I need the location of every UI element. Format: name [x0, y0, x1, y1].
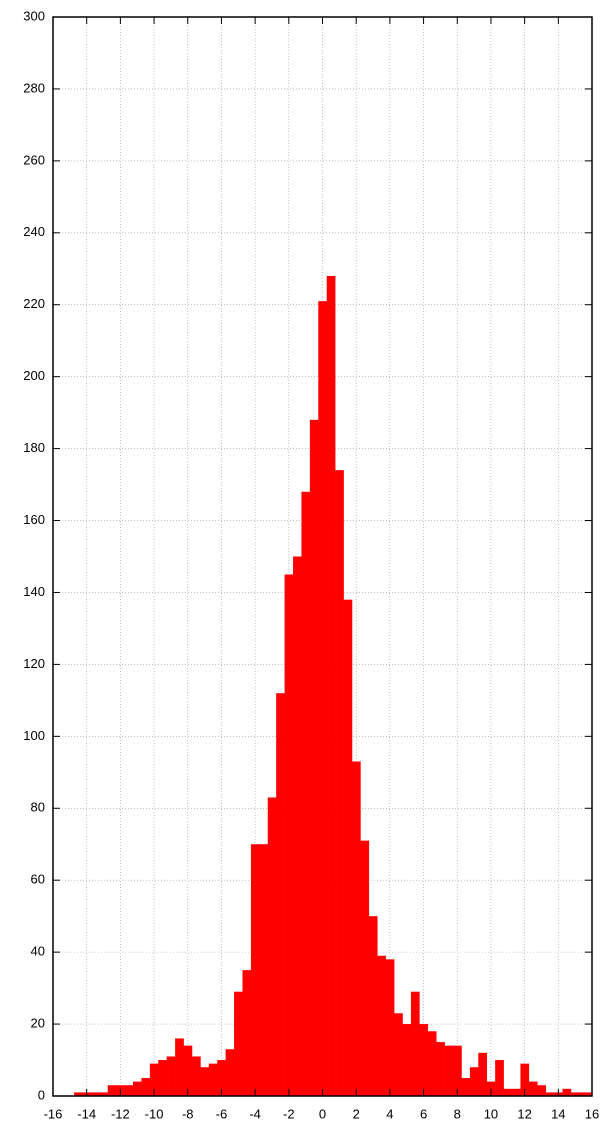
x-tick-label: 8: [454, 1106, 461, 1121]
bar: [124, 1085, 134, 1096]
bar: [545, 1092, 555, 1096]
bar: [166, 1056, 176, 1096]
x-tick-label: -10: [145, 1106, 164, 1121]
bar: [469, 1067, 479, 1096]
y-tick-label: 300: [23, 8, 45, 23]
y-tick-label: 280: [23, 80, 45, 95]
x-tick-label: 16: [585, 1106, 599, 1121]
bar: [175, 1038, 184, 1096]
bar: [335, 470, 344, 1096]
bar: [107, 1085, 117, 1096]
x-tick-label: -8: [182, 1106, 194, 1121]
bar: [579, 1092, 589, 1096]
y-tick-label: 240: [23, 224, 45, 239]
bar: [309, 419, 319, 1096]
bar: [74, 1092, 83, 1096]
bar: [461, 1078, 471, 1096]
x-tick-label: -6: [216, 1106, 228, 1121]
y-tick-label: 200: [23, 368, 45, 383]
bar: [284, 574, 294, 1096]
bar: [351, 761, 361, 1096]
bar: [326, 275, 336, 1096]
ticks: 0204060801001201401601802002202402602803…: [23, 8, 599, 1121]
bars: [74, 275, 592, 1096]
bar: [225, 1049, 235, 1096]
x-tick-label: 10: [484, 1106, 498, 1121]
bar: [234, 991, 243, 1096]
y-tick-label: 140: [23, 584, 45, 599]
bar: [191, 1056, 201, 1096]
bar: [259, 844, 269, 1096]
bar: [360, 840, 370, 1096]
bar: [453, 1045, 462, 1096]
bar: [293, 556, 302, 1096]
bar: [503, 1088, 513, 1096]
bar: [570, 1092, 580, 1096]
bar: [537, 1085, 546, 1096]
x-tick-label: 12: [517, 1106, 531, 1121]
bar: [427, 1031, 437, 1096]
bar: [267, 797, 277, 1096]
bar: [368, 916, 378, 1096]
y-tick-label: 20: [31, 1016, 45, 1031]
bar: [208, 1063, 218, 1096]
y-tick-label: 40: [31, 944, 45, 959]
y-tick-label: 120: [23, 656, 45, 671]
bar: [562, 1088, 572, 1096]
bar: [133, 1081, 142, 1096]
bar: [520, 1063, 530, 1096]
bar: [511, 1088, 521, 1096]
bar: [486, 1081, 496, 1096]
y-tick-label: 160: [23, 512, 45, 527]
bar: [301, 491, 311, 1096]
y-tick-label: 60: [31, 872, 45, 887]
bar: [217, 1060, 226, 1096]
x-tick-label: -2: [283, 1106, 295, 1121]
bar: [318, 301, 328, 1096]
y-tick-label: 180: [23, 440, 45, 455]
bar: [276, 693, 285, 1096]
x-tick-label: 14: [551, 1106, 565, 1121]
y-tick-label: 260: [23, 152, 45, 167]
bar: [141, 1078, 151, 1096]
bar: [158, 1060, 167, 1096]
x-tick-label: -16: [44, 1106, 63, 1121]
bar: [200, 1067, 210, 1096]
bar: [419, 1024, 429, 1096]
bar: [377, 955, 386, 1096]
bar: [587, 1092, 592, 1096]
bar: [183, 1045, 193, 1096]
bar: [385, 959, 395, 1096]
bar: [90, 1092, 100, 1096]
bar: [343, 599, 353, 1096]
x-tick-label: -14: [77, 1106, 96, 1121]
x-tick-label: -4: [249, 1106, 261, 1121]
bar: [242, 970, 252, 1096]
y-tick-label: 220: [23, 296, 45, 311]
bar: [250, 844, 260, 1096]
bar: [99, 1092, 109, 1096]
bar: [402, 1024, 412, 1096]
bar: [478, 1052, 488, 1096]
plot-frame: [52, 16, 593, 1097]
bar: [436, 1042, 445, 1096]
x-tick-label: 0: [319, 1106, 326, 1121]
y-tick-label: 0: [38, 1087, 45, 1102]
bar: [394, 1013, 403, 1096]
bar: [444, 1045, 454, 1096]
x-tick-label: 2: [353, 1106, 360, 1121]
bar: [528, 1081, 538, 1096]
x-tick-label: -12: [111, 1106, 130, 1121]
x-tick-label: 4: [386, 1106, 393, 1121]
bar: [495, 1060, 504, 1096]
y-tick-label: 80: [31, 800, 45, 815]
bar: [410, 991, 420, 1096]
bar: [149, 1063, 159, 1096]
y-tick-label: 100: [23, 728, 45, 743]
x-tick-label: 6: [420, 1106, 427, 1121]
